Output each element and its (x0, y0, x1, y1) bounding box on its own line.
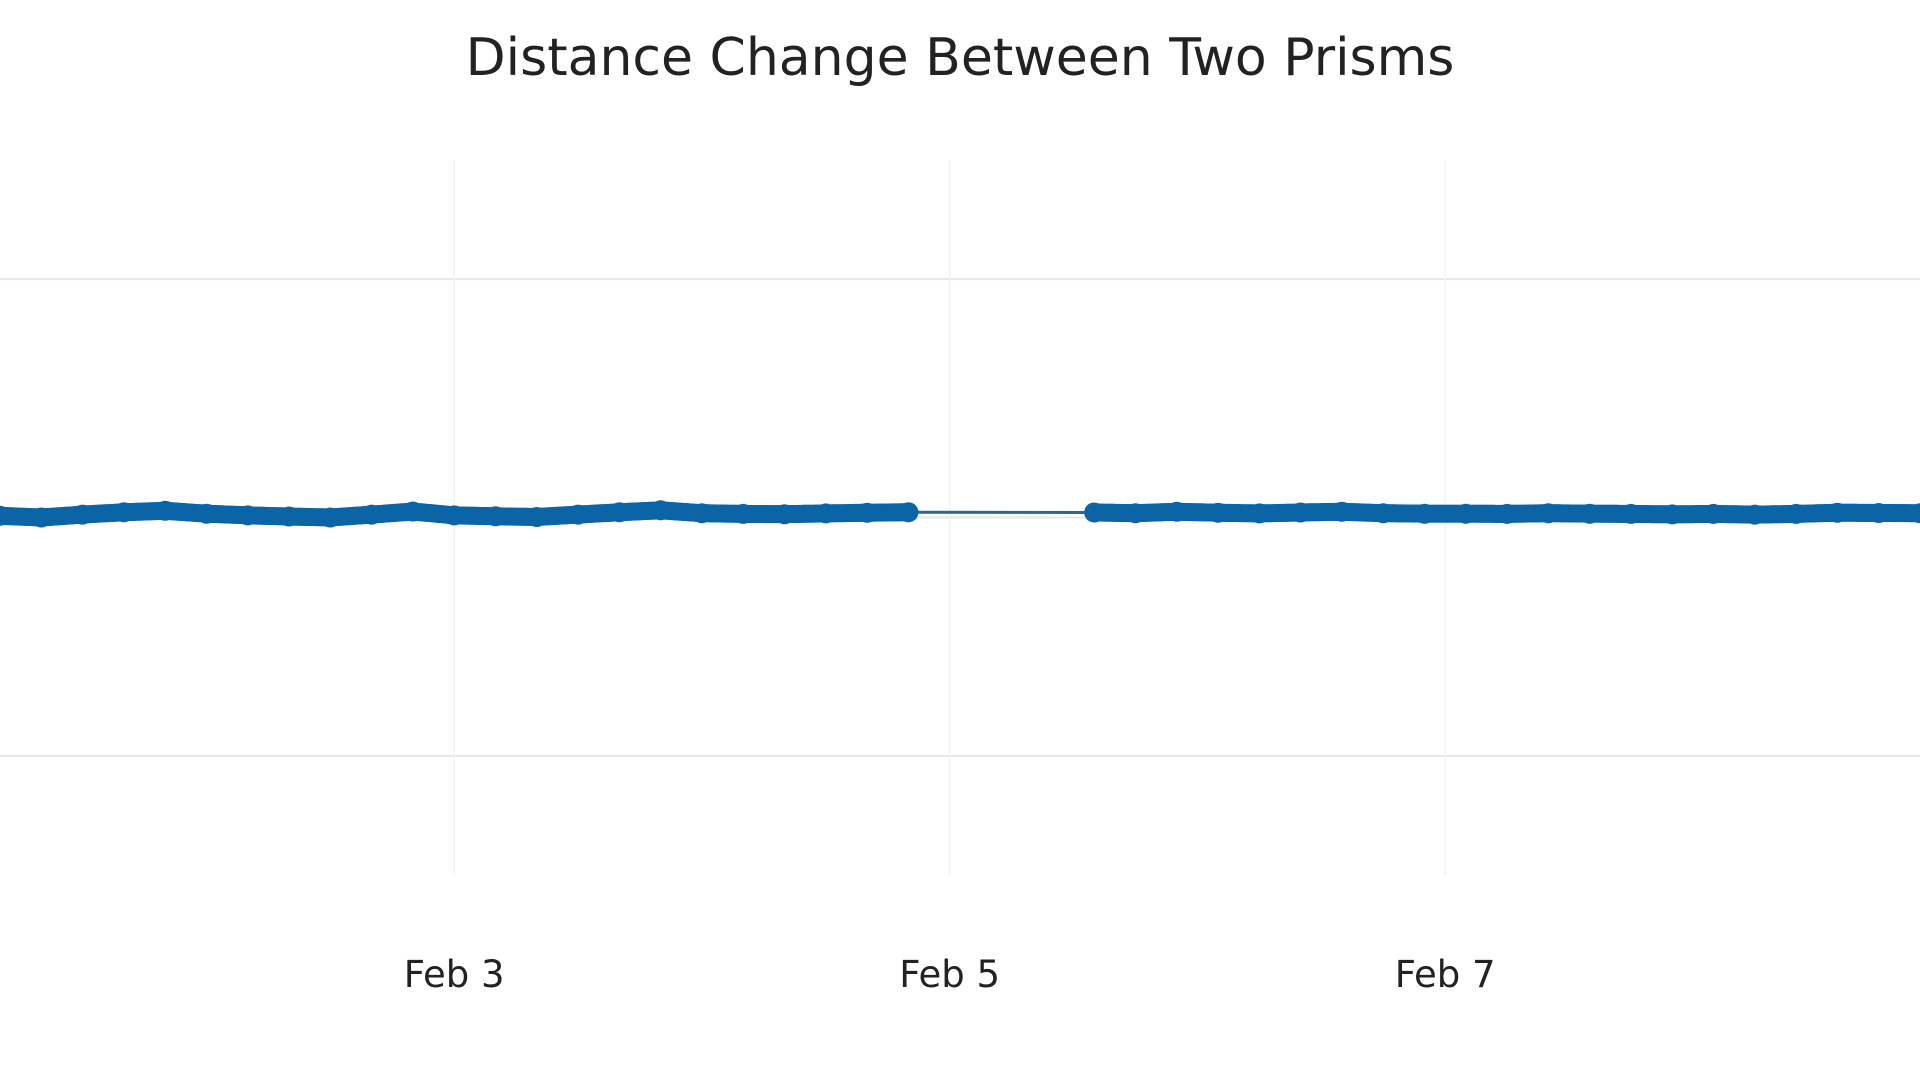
data-point (568, 504, 589, 525)
tick-layer: Feb 3 Feb 5 Feb 7 (404, 953, 1496, 996)
data-point (774, 504, 795, 525)
data-point (155, 500, 176, 521)
data-point (279, 506, 299, 527)
data-point (1744, 504, 1765, 525)
data-point (1373, 503, 1394, 524)
data-point (444, 505, 465, 526)
data-point (1125, 503, 1146, 524)
data-point (1868, 503, 1889, 523)
data-point (609, 502, 630, 523)
data-point (691, 503, 712, 524)
chart-title: Distance Change Between Two Prisms (466, 28, 1455, 88)
data-point (733, 503, 754, 524)
data-point (815, 503, 836, 524)
data-point (1703, 503, 1724, 524)
data-point (857, 502, 878, 523)
data-point (113, 502, 134, 523)
data-point (485, 506, 506, 527)
data-point (0, 505, 10, 526)
data-point (1621, 503, 1641, 524)
data-point (1910, 503, 1920, 524)
data-point (1166, 501, 1187, 522)
data-point (1414, 503, 1435, 524)
data-point (1455, 503, 1476, 524)
data-point (320, 507, 341, 528)
data-point (196, 503, 217, 524)
data-point (650, 500, 671, 521)
data-point (1331, 501, 1352, 522)
x-tick-label: Feb 7 (1395, 953, 1496, 996)
data-point (31, 507, 52, 528)
data-point (1538, 503, 1559, 524)
data-point (526, 507, 547, 527)
data-point (1579, 503, 1600, 524)
data-point (898, 502, 919, 523)
data-point (1290, 502, 1311, 523)
data-point (1084, 502, 1105, 523)
data-point (361, 504, 382, 525)
data-point (1786, 503, 1807, 524)
data-point (1208, 502, 1229, 523)
data-point (402, 501, 423, 522)
x-tick-label: Feb 3 (404, 953, 505, 996)
data-point (72, 504, 93, 525)
data-point (1497, 503, 1518, 524)
data-point (1662, 504, 1683, 525)
data-point (1827, 502, 1848, 523)
series-layer (0, 500, 1920, 528)
x-tick-label: Feb 5 (899, 953, 1000, 996)
data-point (237, 505, 258, 526)
data-point (1249, 503, 1270, 524)
